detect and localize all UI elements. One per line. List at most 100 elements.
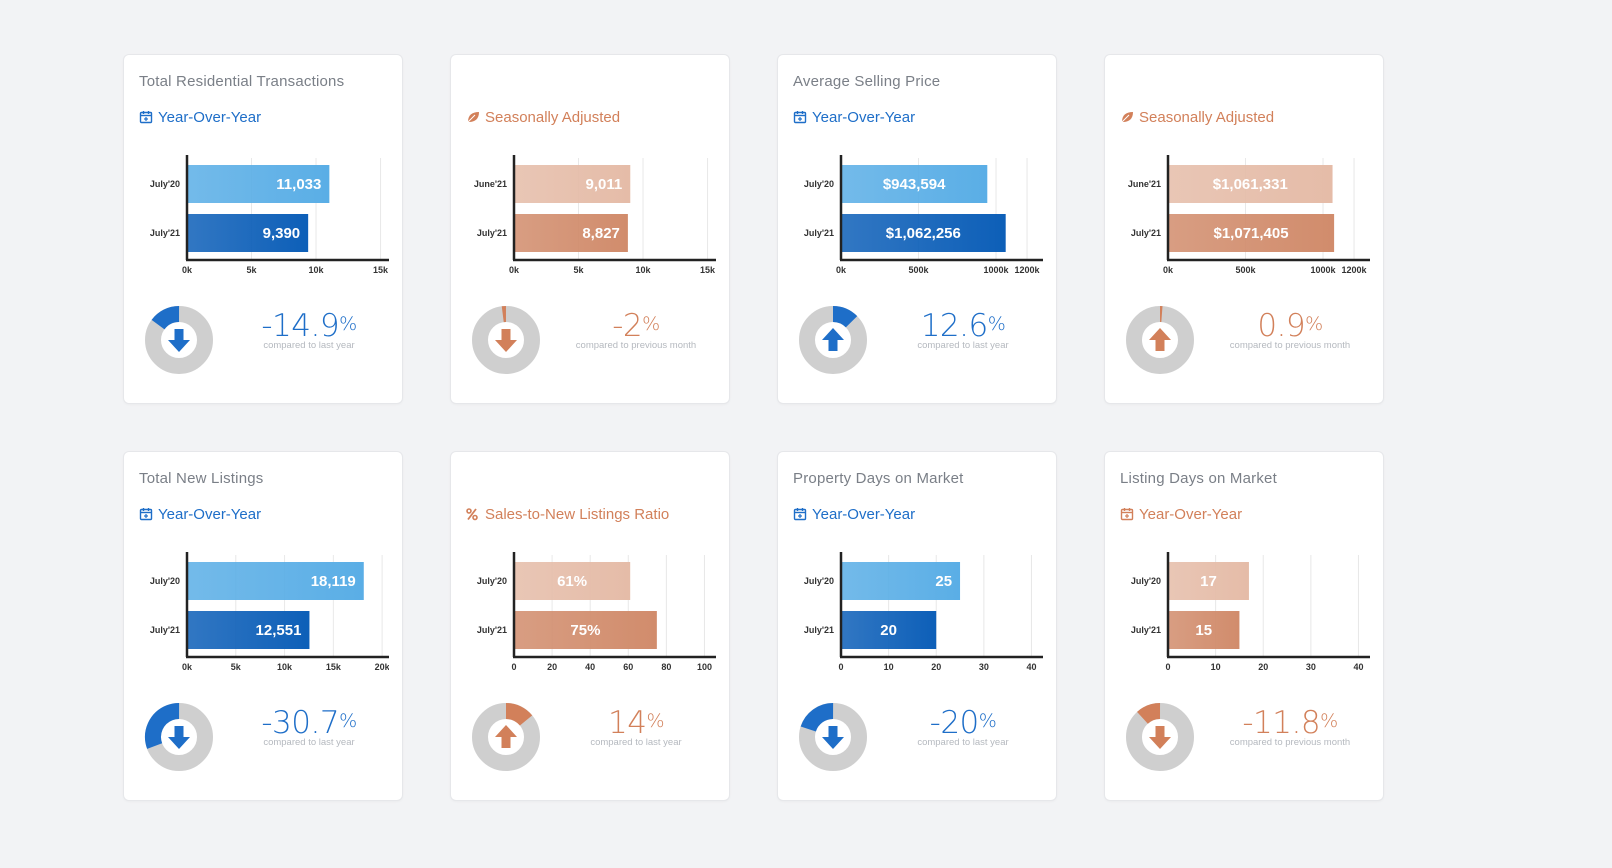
bar-value-label: 9,390: [263, 225, 301, 242]
change-note: compared to last year: [590, 737, 682, 748]
category-label: July'20: [150, 576, 180, 586]
donut-arc: [799, 306, 867, 374]
x-tick-label: 10k: [277, 662, 293, 670]
calendar-icon: [139, 110, 153, 124]
category-label: July'20: [804, 179, 834, 189]
bar-value-label: 17: [1200, 573, 1217, 590]
x-tick-label: 0k: [509, 265, 520, 273]
change-value: -20%: [929, 705, 997, 741]
x-tick-label: 500k: [909, 265, 930, 273]
arrow-up-icon: [822, 328, 844, 351]
bar-value-label: 12,551: [256, 622, 302, 639]
change-stat: 12.6% compared to last year: [883, 307, 1043, 351]
change-stat: -2% compared to previous month: [556, 307, 716, 351]
x-tick-label: 0k: [182, 265, 193, 273]
change-donut: [798, 702, 868, 772]
x-tick-label: 15k: [700, 265, 716, 273]
bar: [1169, 165, 1333, 203]
bar: [1169, 611, 1240, 649]
donut-track: [472, 306, 540, 374]
x-tick-label: 0k: [836, 265, 847, 273]
change-stat: -11.8% compared to previous month: [1210, 704, 1370, 748]
bar-value-label: 61%: [557, 573, 587, 590]
change-stat: 14% compared to last year: [556, 704, 716, 748]
bar: [188, 165, 330, 203]
x-tick-label: 0k: [1163, 265, 1174, 273]
x-tick-label: 500k: [1236, 265, 1257, 273]
bar-value-label: 75%: [570, 622, 600, 639]
bar-value-label: 25: [935, 573, 952, 590]
category-label: June'21: [1128, 179, 1161, 189]
change-value: -30.7%: [261, 705, 357, 741]
change-value: 14%: [607, 705, 665, 741]
bar: [842, 165, 988, 203]
x-tick-label: 5k: [574, 265, 585, 273]
bar: [515, 165, 631, 203]
x-tick-label: 10k: [309, 265, 325, 273]
card-title: Total New Listings: [139, 470, 264, 487]
bar-value-label: 18,119: [311, 573, 356, 590]
x-tick-label: 5k: [231, 662, 242, 670]
x-tick-label: 0: [1165, 662, 1170, 670]
donut-arc: [472, 703, 540, 771]
arrow-down-icon: [495, 329, 517, 352]
x-tick-label: 1000k: [984, 265, 1010, 273]
change-stat: -30.7% compared to last year: [229, 704, 389, 748]
change-donut: [144, 702, 214, 772]
x-tick-label: 5k: [247, 265, 258, 273]
bar-chart: 0k 500k 1000k 1200k July'20 $943,594 July'21 $1…: [793, 153, 1043, 278]
calendar-icon: [793, 507, 807, 521]
card-sales-to-new-listings-ratio: Sales-to-New Listings Ratio 0 20 40 60 80 100…: [450, 451, 730, 801]
x-tick-label: 10k: [636, 265, 652, 273]
change-note: compared to previous month: [1229, 737, 1351, 748]
bar-chart: 0 10 20 30 40 July'20 25 July'21 20: [793, 550, 1043, 675]
card-subtitle-label: Seasonally Adjusted: [485, 108, 621, 126]
bar-value-label: 15: [1195, 622, 1212, 639]
bar: [188, 611, 310, 649]
bar-chart: 0k 5k 10k 15k June'21 9,011 July'21 8,827: [466, 153, 716, 278]
bar-value-label: 8,827: [582, 225, 620, 242]
category-label: July'20: [1131, 576, 1161, 586]
bar: [515, 562, 631, 600]
x-tick-label: 15k: [373, 265, 389, 273]
change-note: compared to previous month: [1229, 340, 1351, 351]
card-total-new-listings: Total New Listings Year-Over-Year 0k 5k 10…: [123, 451, 403, 801]
change-note: compared to last year: [917, 340, 1009, 351]
calendar-icon: [1120, 507, 1134, 521]
bar-value-label: 20: [880, 622, 897, 639]
bar: [515, 214, 628, 252]
change-value: 12.6%: [920, 308, 1006, 344]
card-property-days-on-market: Property Days on Market Year-Over-Year 0…: [777, 451, 1057, 801]
card-subtitle: Year-Over-Year: [1120, 504, 1242, 524]
category-label: July'20: [477, 576, 507, 586]
x-tick-label: 40: [1026, 662, 1036, 670]
card-title: Listing Days on Market: [1120, 470, 1277, 487]
x-tick-label: 1000k: [1311, 265, 1337, 273]
card-subtitle: Year-Over-Year: [793, 107, 915, 127]
arrow-down-icon: [1149, 726, 1171, 749]
bar-value-label: $1,071,405: [1214, 225, 1289, 242]
card-total-residential-transactions: Total Residential Transactions Year-Over…: [123, 54, 403, 404]
x-tick-label: 1200k: [1015, 265, 1041, 273]
category-label: July'21: [1131, 228, 1161, 238]
card-subtitle-label: Year-Over-Year: [812, 108, 916, 126]
x-tick-label: 20: [547, 662, 557, 670]
x-tick-label: 20: [931, 662, 941, 670]
bar: [188, 214, 309, 252]
x-tick-label: 0: [511, 662, 516, 670]
card-subtitle: Year-Over-Year: [139, 107, 261, 127]
card-average-selling-price: Average Selling Price Year-Over-Year 0k 5…: [777, 54, 1057, 404]
change-note: compared to last year: [263, 340, 355, 351]
card-subtitle-label: Year-Over-Year: [1139, 505, 1243, 523]
card-subtitle-label: Year-Over-Year: [158, 505, 262, 523]
change-donut: [798, 305, 868, 375]
card-subtitle-label: Year-Over-Year: [158, 108, 262, 126]
bar-chart: 0 10 20 30 40 July'20 17 July'21 15: [1120, 550, 1370, 675]
percent-icon: [466, 507, 480, 521]
x-tick-label: 1200k: [1342, 265, 1368, 273]
bar-value-label: $1,061,331: [1213, 176, 1288, 193]
category-label: July'21: [1131, 625, 1161, 635]
x-tick-label: 100: [697, 662, 712, 670]
card-title: Property Days on Market: [793, 470, 964, 487]
arrow-down-icon: [168, 329, 190, 352]
